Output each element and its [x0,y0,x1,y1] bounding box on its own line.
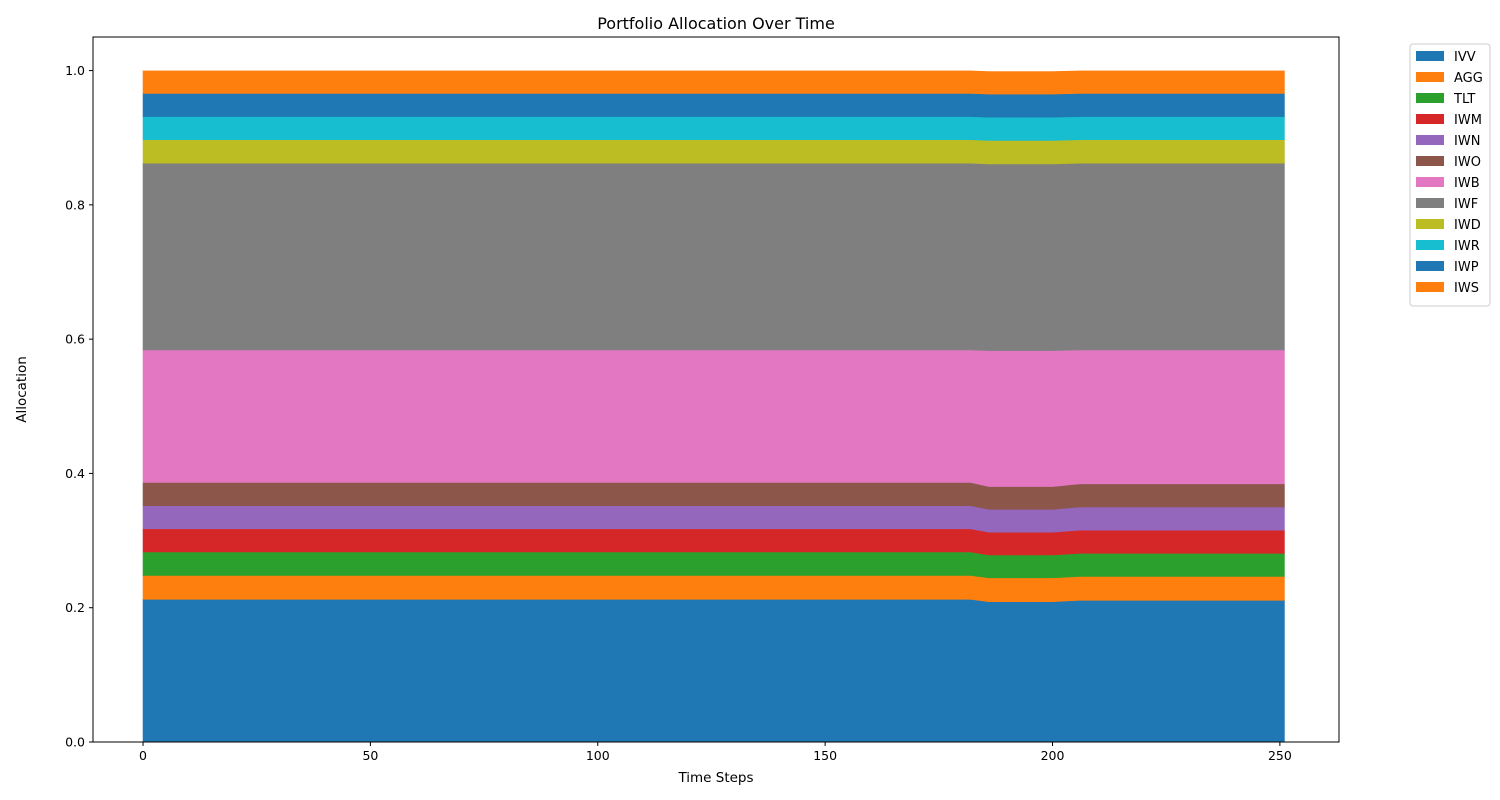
legend-label-iwn: IWN [1454,134,1480,149]
legend-swatch-iwr [1416,240,1444,250]
x-axis-title: Time Steps [677,770,753,786]
area-iwr [142,116,1285,141]
area-iws [142,70,1285,95]
area-iwp [142,93,1285,118]
legend-swatch-iws [1416,282,1444,292]
area-iwd [142,139,1285,165]
area-iwf [142,162,1285,351]
x-tick-label: 150 [813,748,837,763]
legend-label-iwm: IWM [1454,113,1482,128]
area-ivv [142,599,1285,743]
area-iwn [142,505,1285,533]
legend-swatch-tlt [1416,93,1444,103]
area-agg [142,575,1285,602]
x-tick-label: 0 [139,748,147,763]
x-axis-ticks: 0 50 100 150 200 250 [139,742,1292,763]
y-tick-label: 0.4 [65,466,85,481]
y-axis-title: Allocation [14,356,30,423]
legend-swatch-iwb [1416,177,1444,187]
legend-label-iwo: IWO [1454,155,1481,170]
legend-label-iwd: IWD [1454,218,1481,233]
legend-label-iwf: IWF [1454,197,1478,212]
area-layers [142,70,1285,743]
legend-swatch-iwo [1416,156,1444,166]
area-iwb [142,349,1285,487]
legend-label-iwb: IWB [1454,176,1480,191]
legend-label-iwr: IWR [1454,239,1480,254]
legend: IVV AGG TLT IWM IWN IWO IWB IWF IWD IWR IWP IWS [1409,43,1491,307]
y-tick-label: 0.2 [65,600,85,615]
area-iwo [142,482,1285,510]
legend-label-iws: IWS [1454,281,1479,296]
legend-swatch-agg [1416,72,1444,82]
x-tick-label: 250 [1268,748,1292,763]
legend-swatch-iwf [1416,198,1444,208]
legend-swatch-ivv [1416,51,1444,61]
legend-swatch-iwp [1416,261,1444,271]
legend-swatch-iwn [1416,135,1444,145]
legend-label-iwp: IWP [1454,260,1479,275]
x-tick-label: 100 [586,748,610,763]
legend-swatch-iwd [1416,219,1444,229]
chart-title: Portfolio Allocation Over Time [597,14,835,33]
y-tick-label: 1.0 [65,63,85,78]
y-tick-label: 0.6 [65,332,85,347]
plot-frame [92,36,1340,743]
area-tlt [142,551,1285,579]
x-tick-label: 200 [1041,748,1065,763]
legend-label-ivv: IVV [1454,50,1476,65]
y-axis-ticks: 0.0 0.2 0.4 0.6 0.8 1.0 [65,63,93,750]
legend-label-agg: AGG [1454,71,1483,86]
legend-swatch-iwm [1416,114,1444,124]
y-tick-label: 0.0 [65,735,85,750]
x-tick-label: 50 [362,748,378,763]
legend-label-tlt: TLT [1453,92,1475,107]
y-tick-label: 0.8 [65,197,85,212]
area-iwm [142,528,1285,556]
